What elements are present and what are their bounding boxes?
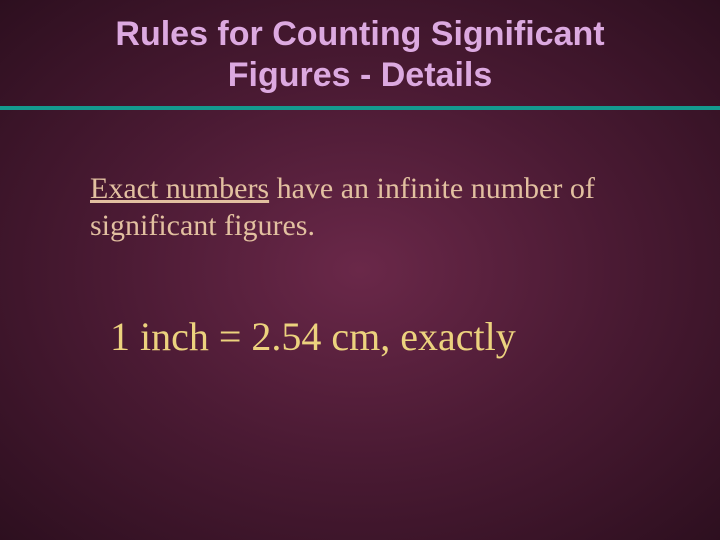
title-line-2: Figures - Details (228, 56, 493, 94)
example-line: 1 inch = 2.54 cm, exactly (90, 313, 650, 360)
slide-body: Exact numbers have an infinite number of… (0, 110, 720, 360)
body-underlined: Exact numbers (90, 172, 269, 205)
slide-title-block: Rules for Counting Significant Figures -… (0, 0, 720, 96)
body-paragraph: Exact numbers have an infinite number of… (90, 170, 650, 245)
title-line-1: Rules for Counting Significant (115, 15, 604, 53)
slide-title: Rules for Counting Significant Figures -… (40, 14, 680, 96)
